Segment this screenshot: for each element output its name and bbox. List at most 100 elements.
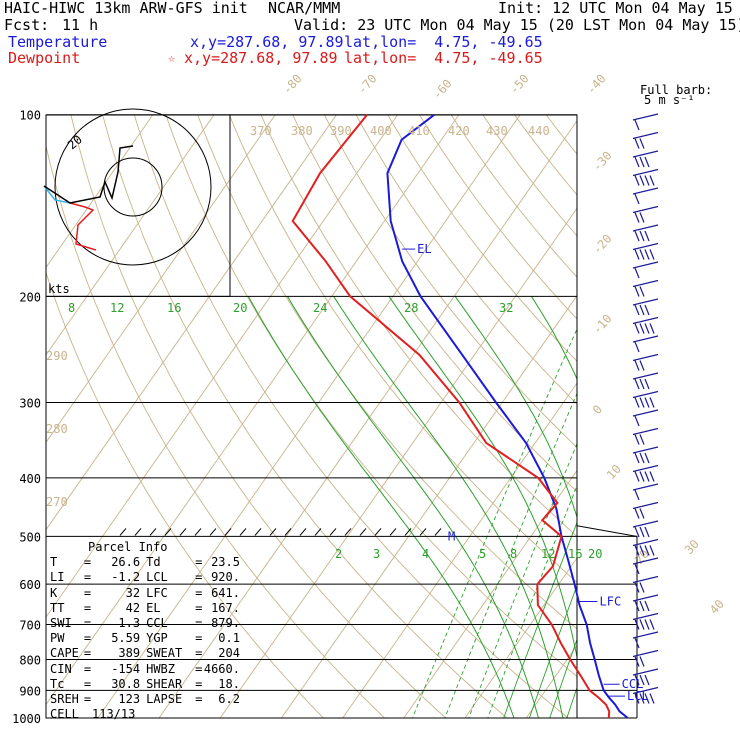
dewpoint-legend: Dewpoint (8, 49, 81, 67)
param-value: 5.59 (111, 631, 141, 646)
pressure-tick-label: 300 (19, 397, 41, 411)
wind-barb-flag (639, 619, 645, 630)
hatch-mark (389, 528, 397, 536)
wind-barb (632, 520, 659, 528)
mixing-ratio-label: 32 (499, 301, 513, 315)
wind-barb-flag (634, 212, 640, 223)
param-name: YGP (146, 631, 168, 646)
parcel-row: SREH = 123 LAPSE = 6.2 (50, 692, 240, 707)
isotherm-label: -70 (355, 72, 380, 97)
wind-barb-flag (644, 674, 650, 686)
wind-barb-flag (644, 693, 650, 704)
hatch-mark (299, 528, 307, 536)
param-name: LFC (146, 585, 168, 600)
wind-barb-flag (634, 286, 640, 297)
pressure-tick-label: 500 (19, 530, 41, 544)
mixing-ratio-label: 12 (541, 547, 555, 561)
theta-label: 290 (46, 349, 68, 363)
wind-barb-flag (634, 674, 640, 686)
hodograph-units: kts (48, 282, 70, 296)
model-title: HAIC-HIWC 13km ARW-GFS init (4, 0, 248, 17)
wind-barb-flag (634, 119, 640, 131)
hatch-mark (179, 528, 187, 536)
temperature-latlon: lat,lon= 4.75, -49.65 (344, 33, 543, 51)
dry-adiabat (661, 101, 740, 720)
wind-barb-flag (634, 582, 640, 593)
wind-barb-flag (634, 341, 640, 353)
temperature-curve (386, 113, 629, 719)
equals-sign: = (195, 631, 203, 646)
pressure-tick-label: 600 (19, 578, 41, 592)
parcel-row: T = 26.6 Td = 23.5 (50, 555, 240, 570)
el-label: EL (417, 242, 431, 256)
fcst-label: Fcst: (4, 16, 50, 34)
parcel-info-title: Parcel Info (88, 540, 168, 554)
wind-barb-flag (649, 397, 655, 408)
param-name: SWEAT (146, 646, 183, 661)
mixing-ratio-line (444, 392, 577, 718)
mixing-ratio-label: 12 (110, 301, 124, 315)
param-value: 23.5 (211, 555, 240, 570)
mixing-ratio-line (581, 296, 733, 720)
isotherm-label: -60 (430, 77, 455, 102)
wind-barb-flag (639, 175, 645, 186)
param-name: CIN (50, 661, 72, 676)
wind-barb-flag (644, 378, 650, 390)
equals-sign: = (195, 646, 203, 661)
wind-barb-flag (634, 452, 640, 464)
dry-adiabat (692, 101, 740, 720)
dry-adiabat (260, 115, 577, 538)
hatch-mark (209, 528, 217, 536)
wind-barb-flag (634, 526, 640, 538)
hodograph-trace-mid (43, 185, 71, 204)
wind-barb-flag (644, 600, 650, 612)
equals-sign: = (195, 585, 203, 600)
hatch-mark (419, 528, 427, 536)
wind-barb-flag (644, 230, 650, 242)
dry-adiabat (133, 115, 569, 718)
param-value: 920. (211, 570, 240, 585)
theta-label: 400 (370, 124, 392, 138)
param-value: 0.1 (218, 631, 240, 646)
wind-barb-flag (634, 249, 640, 260)
wind-barb-flag (649, 323, 655, 334)
wind-barb-flag (639, 138, 645, 149)
dry-adiabat (482, 115, 577, 237)
theta-label: 390 (330, 124, 352, 138)
mixing-ratio-label: 8 (510, 547, 517, 561)
param-value: 18. (218, 676, 240, 691)
equals-sign: = (83, 555, 92, 570)
param-name: CAPE (50, 646, 79, 661)
param-value: 167. (211, 600, 240, 615)
mixing-ratio-line (503, 521, 577, 718)
wind-barb-flag (634, 397, 640, 408)
wind-barb (632, 668, 659, 676)
mixing-ratio-line (634, 296, 740, 720)
wind-barb (632, 224, 659, 232)
wind-barb-flag (639, 378, 645, 390)
wind-barb-flag (634, 304, 640, 316)
parcel-row: K = 32 LFC = 641. (50, 586, 240, 601)
cell-value: 113/13 (92, 707, 136, 722)
wind-barb-flag (639, 156, 645, 168)
wind-barb-flag (634, 323, 640, 334)
isotherm (46, 115, 337, 531)
wind-barb-flag (639, 360, 645, 371)
wind-barb-flag (639, 545, 645, 556)
wind-barb (632, 557, 659, 565)
hatch-mark (119, 528, 127, 536)
wind-barb-flag (634, 193, 640, 205)
isotherm (46, 115, 154, 269)
hatch-mark (329, 528, 337, 536)
isotherm (710, 115, 740, 718)
mixing-ratio-label: 20 (233, 301, 247, 315)
theta-label: 420 (448, 124, 470, 138)
param-name: PW (50, 631, 65, 646)
dry-adiabat (355, 115, 577, 405)
valid-time: Valid: 23 UTC Mon 04 May 15 (20 LST Mon … (294, 16, 740, 34)
equals-sign: = (83, 570, 92, 585)
isotherm-label: 0 (590, 402, 605, 417)
param-value: 6.2 (218, 692, 240, 707)
